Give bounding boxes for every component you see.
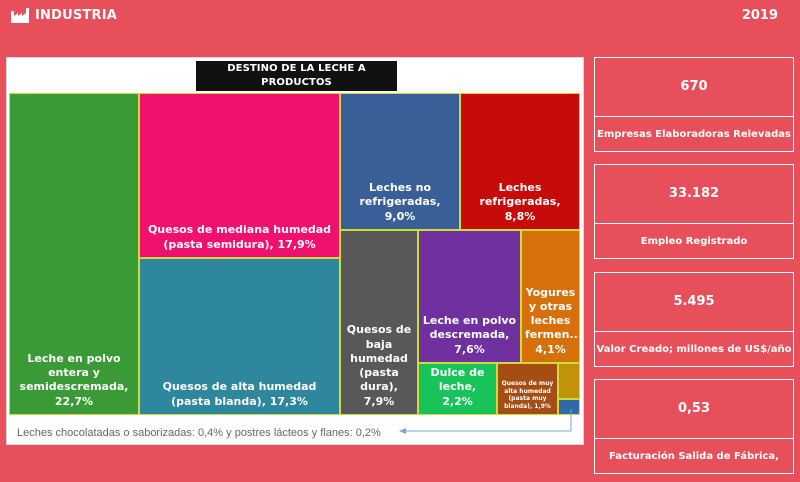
kpi-card-companies: 670 Empresas Elaboradoras Relevadas <box>594 57 794 152</box>
treemap-cell-quesos-de-muy-alta-humedad-pasta-muy-blanda: Quesos de muy alta humedad (pasta muy bl… <box>497 363 558 415</box>
kpi-divider <box>595 331 793 332</box>
kpi-label: Valor Creado; millones de US$/año <box>596 344 792 355</box>
kpi-divider <box>595 223 793 224</box>
treemap-cell-leches-refrigeradas: Leches refrigeradas, 8,8% <box>460 93 580 230</box>
kpi-value: 670 <box>680 79 708 94</box>
treemap-cell-leche-en-polvo-descremada: Leche en polvo descremada, 7,6% <box>418 230 521 363</box>
treemap-cell-leches-no-refrigeradas: Leches no refrigeradas, 9,0% <box>340 93 460 230</box>
treemap-cell-leche-en-polvo-entera-y-semidescremada: Leche en polvo entera y semidescremada, … <box>9 93 139 415</box>
treemap-cell-label: Leches no refrigeradas, 9,0% <box>359 181 441 223</box>
kpi-divider <box>595 116 793 117</box>
treemap-cell-label: Leche en polvo descremada, 7,6% <box>422 314 517 356</box>
treemap-cell-label: Quesos de alta humedad (pasta blanda), 1… <box>162 380 317 408</box>
chart-title: DESTINO DE LA LECHE A PRODUCTOS <box>227 63 366 88</box>
page-title: INDUSTRIA <box>35 8 118 23</box>
kpi-card-employment: 33.182 Empleo Registrado <box>594 164 794 259</box>
treemap-cell-label: Quesos de mediana humedad (pasta semidur… <box>147 223 332 251</box>
footnote-arrow <box>399 409 572 434</box>
treemap-cell-label: Quesos de muy alta humedad (pasta muy bl… <box>501 380 554 410</box>
treemap-cell-label: Leches refrigeradas, 8,8% <box>479 181 561 223</box>
year-label: 2019 <box>741 8 778 23</box>
treemap-cell-postres-lacteos-y-flanes <box>558 399 580 415</box>
treemap-cell-label: Leche en polvo entera y semidescremada, … <box>19 351 129 408</box>
kpi-label: Empresas Elaboradoras Relevadas <box>597 129 791 140</box>
kpi-card-factory-billing: 0,53 Facturación Salida de Fábrica, U$S/… <box>594 379 794 474</box>
treemap-cell-quesos-de-mediana-humedad-pasta-semidura: Quesos de mediana humedad (pasta semidur… <box>139 93 340 258</box>
kpi-value: 0,53 <box>677 401 711 416</box>
treemap-cell-label: Dulce de leche, 2,2% <box>430 366 485 408</box>
treemap-cell-leches-chocolatadas-o-saborizadas <box>558 363 580 399</box>
kpi-divider <box>595 438 793 439</box>
treemap-cell-label: Yogures y otras leches fermen... 4,1% <box>525 285 580 356</box>
top-bar: INDUSTRIA 2019 <box>0 0 800 34</box>
kpi-label: Facturación Salida de Fábrica, U$S/lt. <box>609 451 779 462</box>
treemap-chart-panel: DESTINO DE LA LECHE A PRODUCTOS - EN LIT… <box>6 57 584 445</box>
chart-footnote: Leches chocolatadas o saborizadas: 0,4% … <box>17 427 381 439</box>
factory-icon <box>11 8 29 23</box>
kpi-card-value-created: 5.495 Valor Creado; millones de US$/año <box>594 272 794 367</box>
brand: INDUSTRIA <box>11 8 117 23</box>
treemap-cell-yogures-y-otras-leches-fermen: Yogures y otras leches fermen... 4,1% <box>521 230 580 363</box>
treemap-cell-quesos-de-baja-humedad-pasta-dura: Quesos de baja humedad (pasta dura), 7,9… <box>340 230 418 415</box>
chart-title-box: DESTINO DE LA LECHE A PRODUCTOS - EN LIT… <box>196 61 397 101</box>
kpi-value: 33.182 <box>668 186 720 201</box>
kpi-value: 5.495 <box>673 294 715 309</box>
treemap-cell-label: Quesos de baja humedad (pasta dura), 7,9… <box>346 323 412 408</box>
treemap-cell-quesos-de-alta-humedad-pasta-blanda: Quesos de alta humedad (pasta blanda), 1… <box>139 258 340 415</box>
treemap: Leche en polvo entera y semidescremada, … <box>9 93 580 415</box>
kpi-label: Empleo Registrado <box>640 236 748 247</box>
treemap-cell-dulce-de-leche: Dulce de leche, 2,2% <box>418 363 497 415</box>
